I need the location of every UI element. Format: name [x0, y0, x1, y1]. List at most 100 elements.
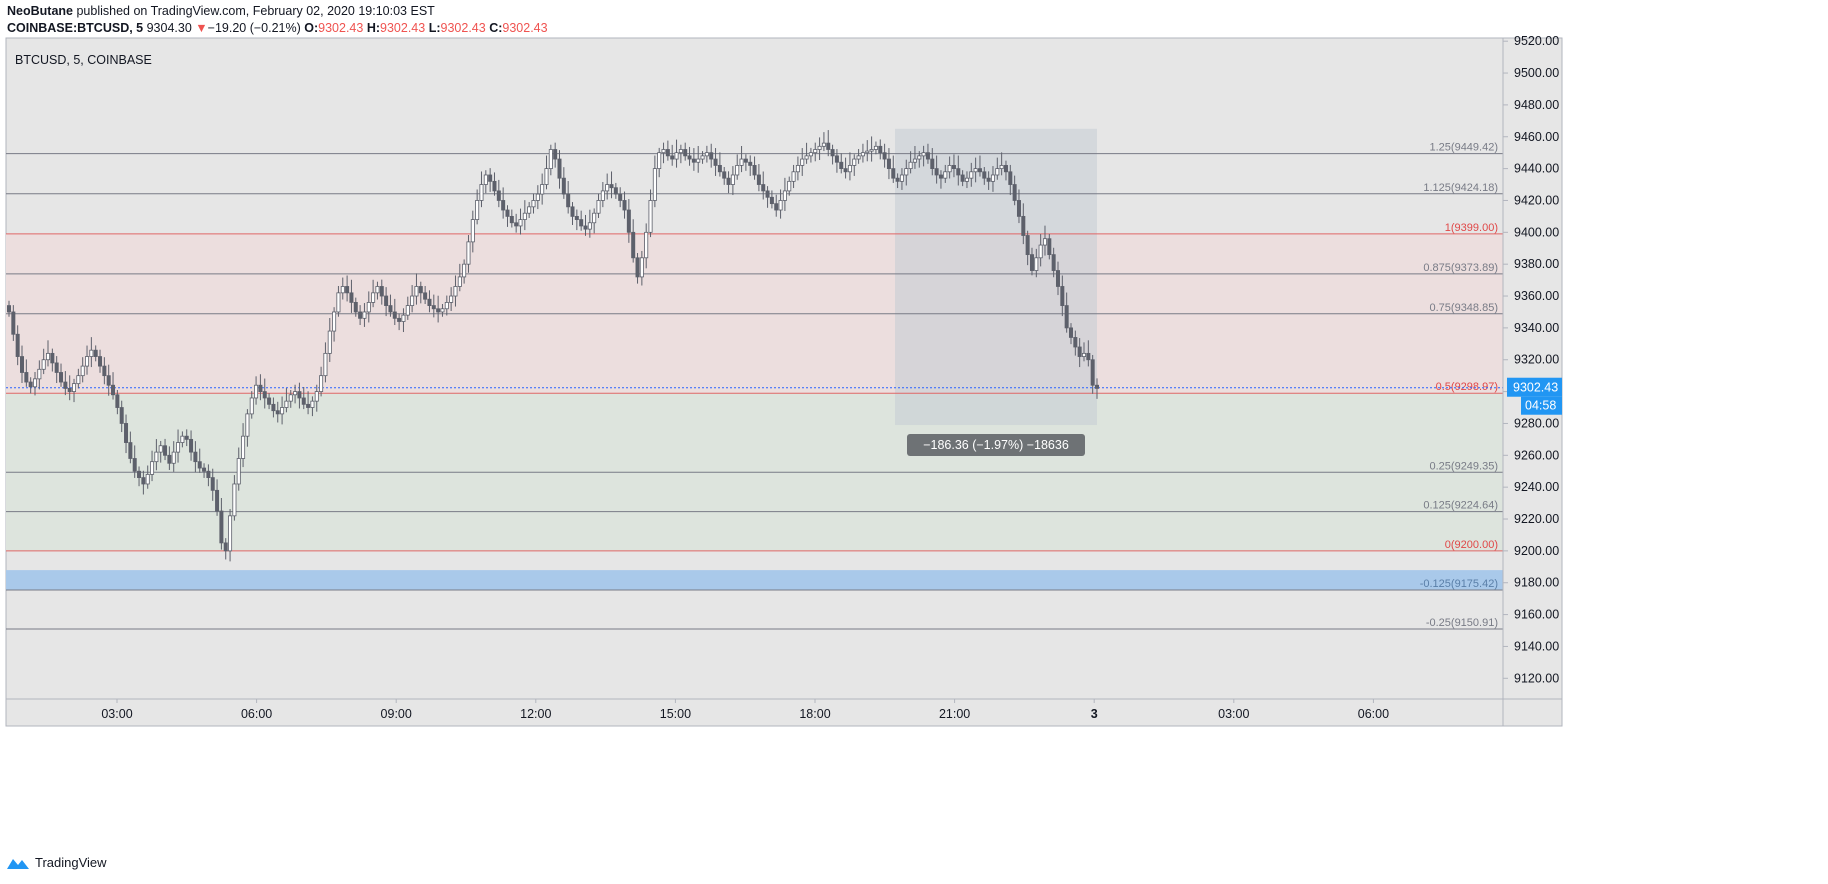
candle-up	[336, 292, 341, 313]
candle-up	[449, 295, 454, 303]
candle-down	[756, 174, 761, 185]
footer-brand[interactable]: TradingView	[6, 855, 107, 870]
candle-up	[813, 149, 818, 154]
candle-down	[1060, 286, 1065, 306]
candle-down	[722, 171, 727, 179]
candle-down	[423, 292, 428, 300]
candle-down	[219, 510, 224, 544]
candle-down	[761, 184, 766, 192]
candle-up	[319, 375, 324, 392]
candle-up	[284, 400, 289, 408]
candle-down	[1003, 165, 1008, 173]
tradingview-logo-icon	[7, 858, 29, 869]
time-axis[interactable]: 03:00 06:00 09:00 12:00 15:00 18:00 21:00 3 03:0…	[6, 698, 1562, 721]
candle-down	[501, 200, 506, 211]
candle-up	[674, 152, 679, 160]
candle-up	[527, 206, 532, 214]
candle-down	[111, 384, 116, 396]
candle-down	[670, 155, 675, 160]
candle-down	[977, 168, 982, 173]
candle-down	[938, 174, 943, 179]
open-value: 9302.43	[318, 21, 364, 35]
candle-up	[401, 314, 406, 322]
candle-up	[375, 286, 380, 294]
candle-up	[587, 222, 592, 230]
candle-up	[947, 165, 952, 173]
candle-up	[340, 286, 345, 294]
candle-down	[128, 442, 133, 459]
candle-up	[293, 391, 298, 396]
price-tick-label: 9220.00	[1514, 512, 1559, 526]
price-tick-label: 9420.00	[1514, 193, 1559, 207]
candle-up	[817, 145, 822, 150]
low-value: 9302.43	[440, 21, 486, 35]
price-tick-label: 9200.00	[1514, 544, 1559, 558]
candle-up	[371, 292, 376, 303]
candle-up	[479, 184, 484, 201]
candle-up	[865, 150, 870, 154]
candle-down	[1025, 235, 1030, 256]
candle-up	[973, 168, 978, 173]
candle-down	[934, 168, 939, 176]
close-value: 9302.43	[502, 21, 548, 35]
candle-down	[436, 308, 441, 313]
candle-up	[414, 286, 419, 297]
candle-up	[314, 391, 319, 402]
candle-down	[1086, 352, 1091, 361]
candle-up	[696, 158, 701, 163]
candle-up	[912, 158, 917, 163]
candle-down	[769, 196, 774, 205]
candle-down	[886, 158, 891, 170]
time-tick-label: 21:00	[939, 707, 970, 721]
candle-up	[782, 190, 787, 201]
candle-down	[574, 215, 579, 220]
price-axis[interactable]: 9120.00 9140.00 9160.00 9180.00 9200.00 9220.…	[1502, 34, 1559, 726]
candle-up	[808, 152, 813, 157]
candle-down	[206, 470, 211, 479]
candle-down	[358, 311, 363, 319]
candle-down	[691, 158, 696, 163]
measure-label-box	[907, 434, 1085, 457]
candle-down	[392, 311, 397, 319]
high-value: 9302.43	[380, 21, 426, 35]
candle-up	[171, 451, 176, 464]
candle-down	[215, 489, 220, 512]
candle-down	[830, 149, 835, 157]
measure-box[interactable]	[895, 128, 1097, 426]
candle-up	[873, 145, 878, 150]
candle-down	[427, 298, 432, 306]
candle-down	[956, 168, 961, 176]
candle-up	[453, 286, 458, 297]
candle-up	[605, 184, 610, 192]
candle-up	[969, 171, 974, 179]
candle-down	[210, 477, 215, 491]
candle-down	[193, 451, 198, 463]
candle-up	[466, 241, 471, 265]
price-tick-label: 9480.00	[1514, 98, 1559, 112]
candle-up	[592, 212, 597, 224]
candle-up	[739, 158, 744, 166]
candle-up	[327, 330, 332, 354]
down-arrow-icon: ▼	[195, 21, 208, 35]
candle-down	[561, 177, 566, 195]
candle-up	[787, 180, 792, 192]
candle-up	[860, 152, 865, 157]
candle-up	[999, 165, 1004, 170]
candle-up	[600, 190, 605, 201]
candle-down	[1077, 346, 1082, 357]
candle-down	[1012, 184, 1017, 201]
candle-down	[566, 193, 571, 208]
price-tick-label: 9140.00	[1514, 639, 1559, 653]
candle-up	[540, 184, 545, 195]
candle-down	[119, 407, 124, 424]
candle-down	[397, 317, 402, 322]
countdown-text: 04:58	[1525, 399, 1556, 413]
published-info: published on TradingView.com, February 0…	[72, 4, 435, 18]
price-tick-label: 9160.00	[1514, 608, 1559, 622]
ohlc-line: COINBASE:BTCUSD, 5 9304.30 ▼−19.20 (−0.2…	[7, 21, 548, 35]
fib-label: 1(9399.00)	[1445, 222, 1498, 234]
price-tick-label: 9520.00	[1514, 34, 1559, 48]
candle-down	[93, 349, 98, 357]
candle-down	[59, 372, 64, 383]
